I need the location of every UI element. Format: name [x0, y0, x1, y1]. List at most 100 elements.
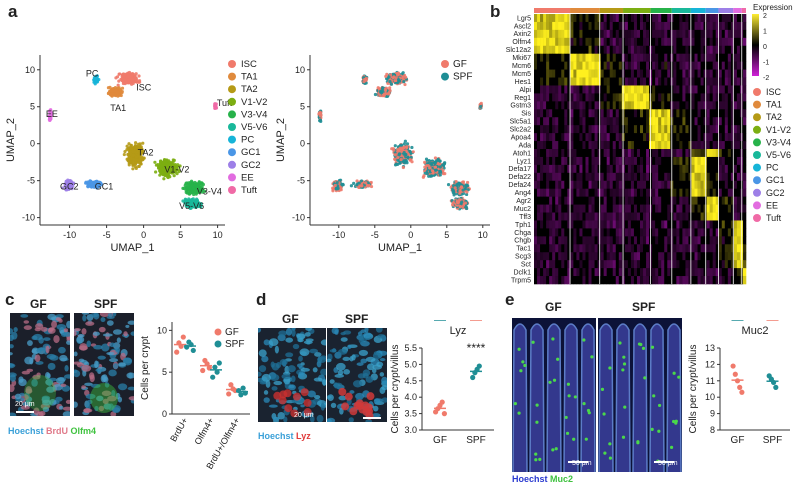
- heatmap-cell: [570, 125, 574, 134]
- heatmap-cell: [558, 61, 562, 70]
- heatmap-cell: [591, 29, 595, 39]
- heatmap-cell: [576, 220, 580, 229]
- heatmap-cell: [600, 117, 604, 126]
- heatmap-cell: [555, 93, 559, 102]
- heatmap-cell: [570, 37, 574, 47]
- heatmap-cell: [555, 85, 559, 94]
- heatmap-cell: [609, 14, 614, 23]
- cell-point: [118, 90, 122, 94]
- heatmap-cell: [703, 45, 707, 55]
- heatmap-cell: [640, 109, 644, 118]
- heatmap-cell: [537, 212, 541, 221]
- gene-label: Muc2: [514, 206, 531, 213]
- heatmap-cell: [646, 69, 650, 78]
- heatmap-cell: [712, 156, 717, 166]
- heatmap-cell: [673, 53, 677, 62]
- heatmap-cell: [570, 149, 574, 158]
- heatmap-cell: [543, 196, 547, 205]
- heatmap-cell: [676, 14, 680, 23]
- heatmap-cell: [549, 61, 553, 70]
- heatmap-cell: [661, 29, 665, 39]
- heatmap-cell: [700, 188, 704, 197]
- heatmap-cell: [624, 109, 629, 118]
- heatmap-cell: [736, 149, 741, 158]
- heatmap-cell: [652, 109, 656, 118]
- heatmap-cell: [652, 164, 656, 174]
- heatmap-cell: [615, 85, 620, 94]
- heatmap-cell: [706, 133, 710, 142]
- heatmap-cell: [727, 117, 732, 126]
- gene-label: Reg1: [514, 95, 531, 102]
- heatmap-cell: [646, 117, 650, 126]
- heatmap-cell: [667, 109, 671, 118]
- heatmap-cell: [618, 29, 623, 39]
- heatmap-cell: [655, 101, 659, 110]
- heatmap-cell: [603, 69, 607, 78]
- heatmap-cell: [588, 180, 592, 190]
- heatmap-cell: [691, 149, 695, 158]
- heatmap-cell: [685, 29, 689, 39]
- heatmap-cell: [549, 21, 553, 31]
- heatmap-cell: [606, 14, 611, 23]
- heatmap-cell: [640, 149, 644, 158]
- heatmap-cell: [688, 188, 692, 197]
- heatmap-cell: [546, 141, 550, 150]
- heatmap-cell: [546, 188, 550, 197]
- heatmap-cell: [709, 117, 713, 126]
- heatmap-cell: [646, 21, 650, 31]
- heatmap-cell: [685, 77, 689, 86]
- heatmap-cell: [664, 164, 668, 174]
- heatmap-cell: [643, 61, 647, 70]
- heatmap-cell: [673, 204, 677, 213]
- heatmap-cell: [612, 141, 617, 150]
- heatmap-cell: [579, 188, 583, 197]
- heatmap-cell: [706, 188, 710, 197]
- heatmap-cell: [676, 61, 680, 70]
- heatmap-cell: [664, 204, 668, 213]
- heatmap-cell: [606, 156, 611, 166]
- heatmap-cell: [633, 164, 638, 174]
- heatmap-cell: [606, 45, 611, 55]
- heatmap-cell: [742, 45, 747, 55]
- heatmap-cell: [691, 212, 695, 221]
- heatmap-cell: [573, 156, 577, 166]
- heatmap-cell: [546, 101, 550, 110]
- heatmap-cell: [564, 188, 568, 197]
- heatmap-cell: [555, 37, 559, 47]
- heatmap-cell: [652, 14, 656, 23]
- heatmap-cell: [721, 196, 726, 205]
- heatmap-cell: [537, 141, 541, 150]
- heatmap-cell: [730, 164, 735, 174]
- heatmap-cell: [700, 180, 704, 190]
- heatmap-cell: [676, 101, 680, 110]
- heatmap-cell: [667, 141, 671, 150]
- heatmap-cell: [718, 172, 723, 182]
- heatmap-cell: [591, 188, 595, 197]
- heatmap-cell: [633, 77, 638, 86]
- heatmap-cell: [721, 69, 726, 78]
- heatmap-cell: [555, 196, 559, 205]
- heatmap-cell: [546, 212, 550, 221]
- heatmap-cell: [685, 61, 689, 70]
- heatmap-cell: [588, 61, 592, 70]
- heatmap-cell: [694, 14, 698, 23]
- heatmap-cell: [597, 85, 601, 94]
- heatmap-cell: [658, 101, 662, 110]
- heatmap-cell: [621, 172, 626, 182]
- heatmap-cell: [588, 204, 592, 213]
- heatmap-cell: [570, 77, 574, 86]
- heatmap-cell: [555, 133, 559, 142]
- heatmap-cell: [727, 180, 732, 190]
- heatmap-cell: [573, 172, 577, 182]
- heatmap-cell: [621, 212, 626, 221]
- heatmap-cell: [543, 77, 547, 86]
- heatmap-cell: [685, 212, 689, 221]
- heatmap-cell: [552, 37, 556, 47]
- heatmap-cell: [552, 45, 556, 55]
- heatmap-cell: [618, 101, 623, 110]
- heatmap-cell: [679, 164, 683, 174]
- heatmap-cell: [661, 93, 665, 102]
- heatmap-cell: [721, 37, 726, 47]
- heatmap-cell: [534, 117, 538, 126]
- heatmap-cell: [718, 188, 723, 197]
